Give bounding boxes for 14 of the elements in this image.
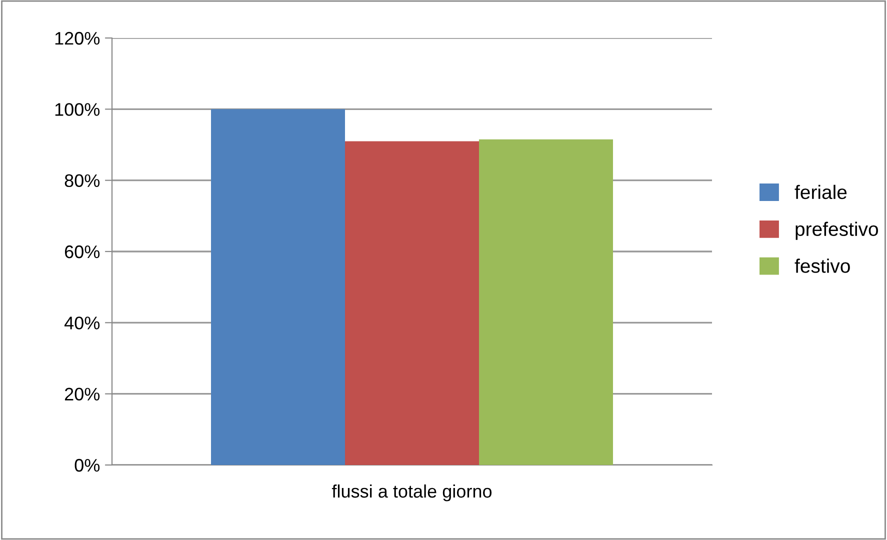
y-tick-label: 40%: [64, 316, 100, 330]
bar: [345, 141, 479, 465]
legend-label: feriale: [794, 184, 847, 200]
legend-label: prefestivo: [796, 222, 878, 240]
y-tick-label: 100%: [55, 103, 100, 116]
bar: [479, 139, 613, 465]
x-tick-label: flussi a totale giorno: [332, 484, 492, 502]
y-tick-label: 0%: [74, 458, 100, 472]
y-tick-label: 120%: [55, 32, 100, 45]
y-tick-label: 20%: [64, 388, 100, 401]
legend-label: festivo: [794, 258, 850, 273]
bar: [211, 109, 345, 465]
y-tick-label: 80%: [64, 174, 100, 188]
y-tick-label: 60%: [64, 245, 100, 258]
